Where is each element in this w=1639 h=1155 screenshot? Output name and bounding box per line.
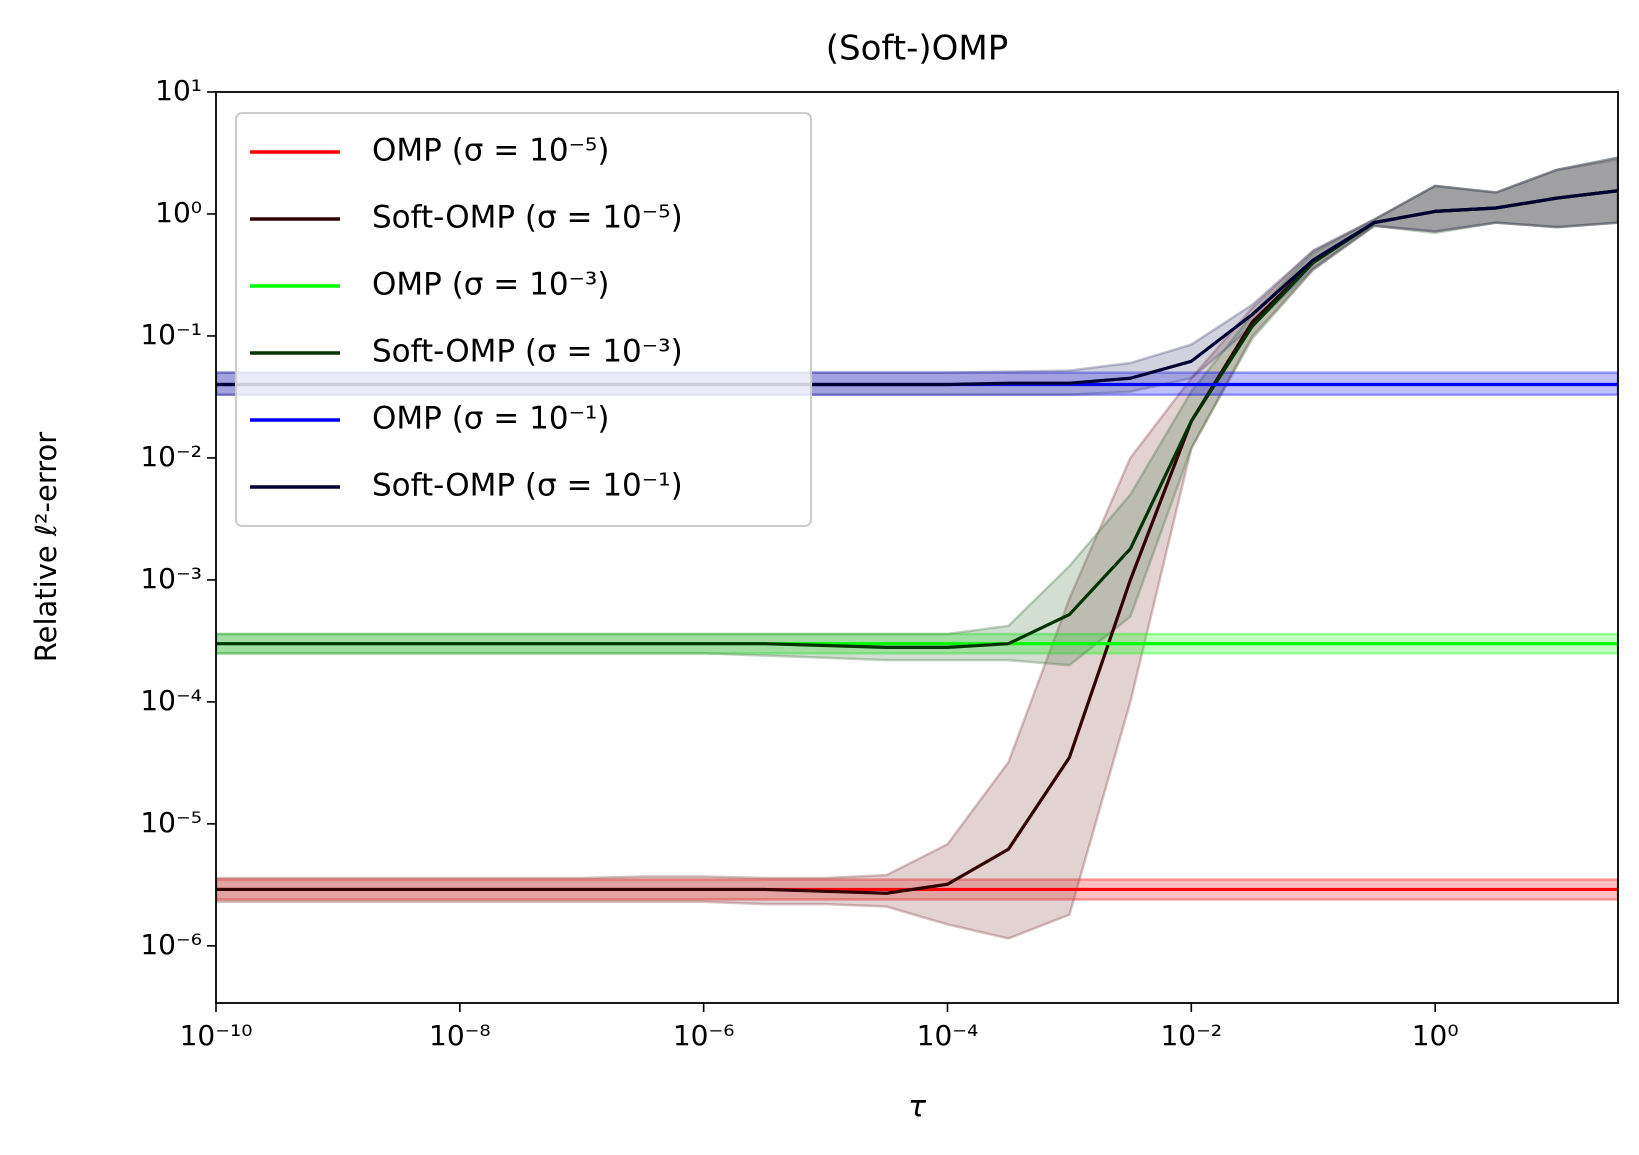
chart-title: (Soft-)OMP bbox=[826, 29, 1008, 69]
legend-label: OMP (σ = 10⁻⁵) bbox=[372, 133, 609, 169]
x-tick-label: 10⁻⁴ bbox=[917, 1019, 979, 1052]
legend-label: Soft-OMP (σ = 10⁻³) bbox=[372, 334, 683, 370]
y-tick-label: 10⁻⁶ bbox=[140, 928, 202, 961]
y-tick-label: 10¹ bbox=[155, 74, 202, 107]
legend-label: OMP (σ = 10⁻³) bbox=[372, 267, 609, 303]
y-axis-label: Relative ℓ²-error bbox=[29, 432, 63, 663]
y-tick-label: 10⁻⁵ bbox=[140, 806, 202, 839]
legend-label: Soft-OMP (σ = 10⁻⁵) bbox=[372, 200, 683, 236]
y-tick-label: 10⁻³ bbox=[140, 562, 202, 595]
x-tick-label: 10⁻⁶ bbox=[673, 1019, 735, 1052]
x-tick-label: 10⁻² bbox=[1160, 1019, 1222, 1052]
y-tick-label: 10⁰ bbox=[155, 196, 202, 229]
confidence-band bbox=[216, 158, 1618, 940]
x-axis-label: τ bbox=[908, 1090, 927, 1125]
y-tick-label: 10⁻¹ bbox=[140, 318, 202, 351]
x-tick-label: 10⁰ bbox=[1412, 1019, 1459, 1052]
y-tick-label: 10⁻² bbox=[140, 440, 202, 473]
legend-box bbox=[235, 112, 812, 527]
x-tick-label: 10⁻⁸ bbox=[429, 1019, 491, 1052]
axes-frame bbox=[215, 91, 1619, 1004]
legend-label: OMP (σ = 10⁻¹) bbox=[372, 401, 609, 437]
legend-label: Soft-OMP (σ = 10⁻¹) bbox=[372, 468, 683, 504]
x-tick-label: 10⁻¹⁰ bbox=[180, 1019, 253, 1052]
legend: OMP (σ = 10⁻⁵) Soft-OMP (σ = 10⁻⁵) OMP (σ … bbox=[235, 112, 812, 527]
y-tick-label: 10⁻⁴ bbox=[140, 684, 202, 717]
